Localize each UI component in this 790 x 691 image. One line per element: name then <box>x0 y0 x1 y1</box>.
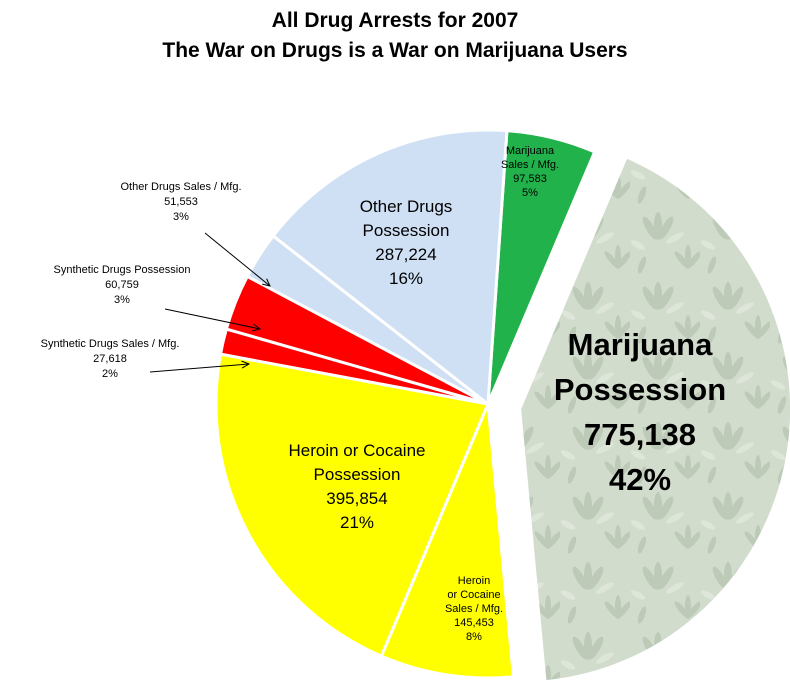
slice-value-other-drugs-sales-mfg: 51,553 <box>164 196 198 208</box>
slice-name-heroin-or-cocaine-sales-mfg-3: Sales / Mfg. <box>445 603 503 615</box>
slice-label-other-drugs-possession: Other Drugs Possession 287,224 16% <box>360 197 453 288</box>
slice-name-other-drugs-possession-1: Other Drugs <box>360 197 453 216</box>
slice-name-other-drugs-possession-2: Possession <box>363 221 450 240</box>
slice-name-heroin-or-cocaine-sales-mfg-2: or Cocaine <box>447 589 500 601</box>
slice-label-marijuana-sales-mfg: Marijuana Sales / Mfg. 97,583 5% <box>501 145 559 199</box>
slice-percent-marijuana-possession: 42% <box>609 462 671 497</box>
pie-slice-marijuana-possession <box>518 154 790 684</box>
slice-percent-synthetic-drugs-sales-mfg: 2% <box>102 368 118 380</box>
slice-label-heroin-or-cocaine-sales-mfg: Heroin or Cocaine Sales / Mfg. 145,453 8% <box>445 575 503 643</box>
slice-value-marijuana-sales-mfg: 97,583 <box>513 173 547 185</box>
pie-slice-other-drugs-possession <box>271 128 509 407</box>
slice-percent-heroin-or-cocaine-possession: 21% <box>340 513 374 532</box>
slice-value-heroin-or-cocaine-sales-mfg: 145,453 <box>454 617 494 629</box>
chart-subtitle: The War on Drugs is a War on Marijuana U… <box>162 39 628 62</box>
pie-slice-heroin-or-cocaine-sales-mfg <box>379 403 516 680</box>
chart-title: All Drug Arrests for 2007 <box>271 9 519 32</box>
leader-lines <box>149 232 271 373</box>
leader-arrowhead-synthetic-drugs-possession <box>252 323 262 332</box>
leader-line-synthetic-drugs-possession <box>164 308 261 330</box>
pie-slice-heroin-or-cocaine-possession <box>214 352 491 659</box>
slice-percent-synthetic-drugs-possession: 3% <box>114 294 130 306</box>
slice-name-synthetic-drugs-possession: Synthetic Drugs Possession <box>54 264 191 276</box>
slice-name-other-drugs-sales-mfg: Other Drugs Sales / Mfg. <box>120 181 241 193</box>
slice-name-heroin-or-cocaine-possession-2: Possession <box>314 465 401 484</box>
slice-percent-marijuana-sales-mfg: 5% <box>522 187 538 199</box>
slice-name-marijuana-sales-mfg-1: Marijuana <box>506 145 555 157</box>
slice-name-marijuana-sales-mfg-2: Sales / Mfg. <box>501 159 559 171</box>
leader-arrowhead-synthetic-drugs-sales-mfg <box>241 360 251 369</box>
slice-value-synthetic-drugs-possession: 60,759 <box>105 279 139 291</box>
slice-label-synthetic-drugs-sales-mfg: Synthetic Drugs Sales / Mfg. 27,618 2% <box>41 338 180 380</box>
slice-name-heroin-or-cocaine-sales-mfg-1: Heroin <box>458 575 490 587</box>
chart-title-block: All Drug Arrests for 2007 The War on Dru… <box>0 6 790 66</box>
slice-name-synthetic-drugs-sales-mfg: Synthetic Drugs Sales / Mfg. <box>41 338 180 350</box>
leader-arrowhead-other-drugs-sales-mfg <box>262 278 271 287</box>
slice-label-heroin-or-cocaine-possession: Heroin or Cocaine Possession 395,854 21% <box>288 441 425 532</box>
slice-value-other-drugs-possession: 287,224 <box>375 245 436 264</box>
slice-percent-other-drugs-possession: 16% <box>389 269 423 288</box>
slice-name-heroin-or-cocaine-possession-1: Heroin or Cocaine <box>288 441 425 460</box>
slice-percent-other-drugs-sales-mfg: 3% <box>173 211 189 223</box>
leader-line-other-drugs-sales-mfg <box>204 232 271 287</box>
slice-percent-heroin-or-cocaine-sales-mfg: 8% <box>466 631 482 643</box>
slice-value-synthetic-drugs-sales-mfg: 27,618 <box>93 353 127 365</box>
slice-name-marijuana-possession-1: Marijuana <box>568 327 713 362</box>
leader-line-synthetic-drugs-sales-mfg <box>149 363 250 373</box>
slice-labels: Marijuana Sales / Mfg. 97,583 5% Marijuana Po… <box>41 145 727 643</box>
pie-slices <box>214 128 790 684</box>
slice-value-marijuana-possession: 775,138 <box>584 417 696 452</box>
slice-label-synthetic-drugs-possession: Synthetic Drugs Possession 60,759 3% <box>54 264 191 306</box>
slice-value-heroin-or-cocaine-possession: 395,854 <box>326 489 387 508</box>
slice-name-marijuana-possession-2: Possession <box>554 372 726 407</box>
slice-label-marijuana-possession: Marijuana Possession 775,138 42% <box>554 327 726 497</box>
slice-label-other-drugs-sales-mfg: Other Drugs Sales / Mfg. 51,553 3% <box>120 181 241 223</box>
